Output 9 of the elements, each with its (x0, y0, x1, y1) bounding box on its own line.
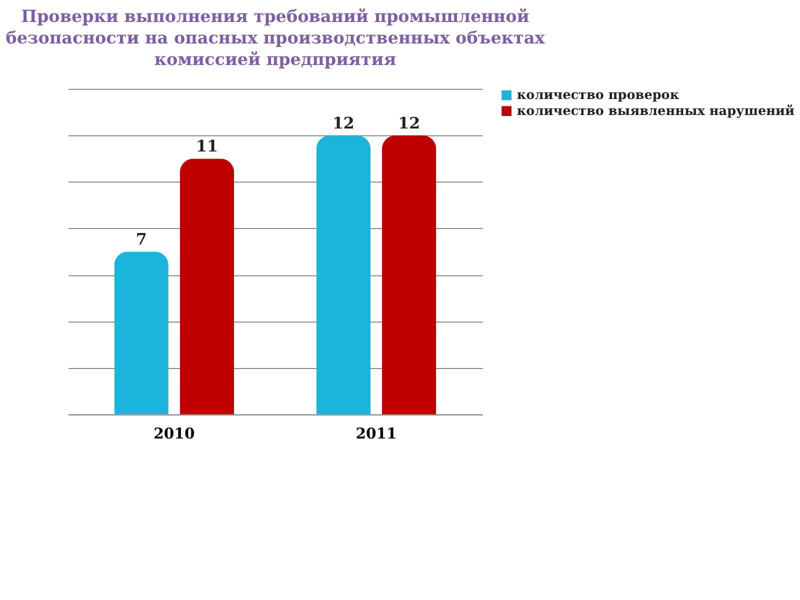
data-label: 7 (136, 230, 147, 249)
chart-title: Проверки выполнения требований промышленной безопасности на опасных производственных объектах комиссией предприятия (6, 6, 546, 70)
data-label: 12 (332, 113, 354, 132)
data-label: 11 (196, 136, 218, 156)
data-label: 12 (398, 113, 420, 132)
x-tick-label: 2010 (154, 426, 195, 443)
legend-label: количество выявленных нарушений (516, 104, 796, 120)
legend-label: количество проверок (516, 88, 680, 104)
x-tick-label: 2011 (356, 426, 397, 443)
